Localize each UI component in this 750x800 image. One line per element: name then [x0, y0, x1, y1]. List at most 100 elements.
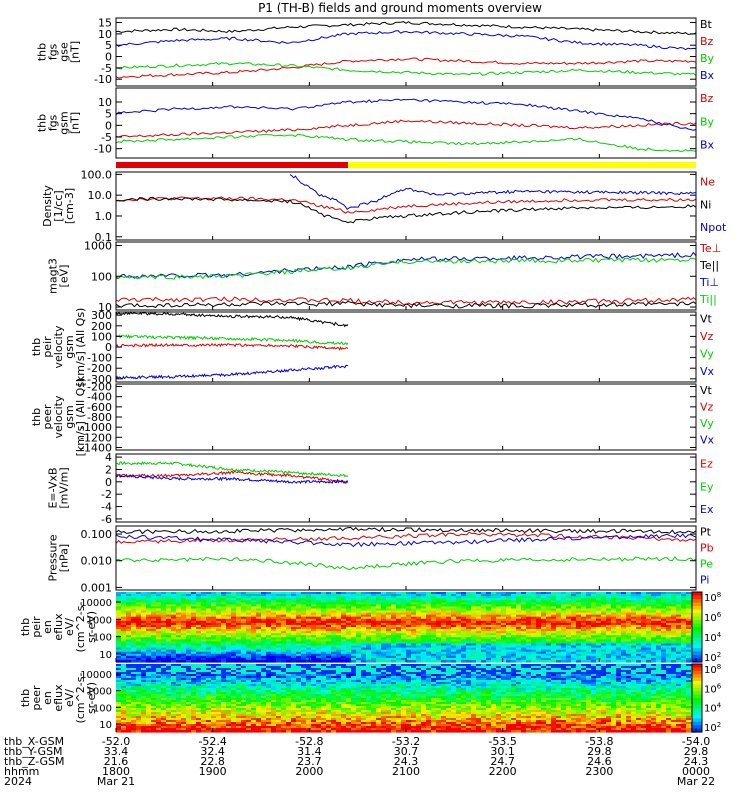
panel-fgs_gse: 151050-5-10BtBzByBxthbfgsgse[nT]: [36, 17, 715, 87]
spectrogram-cell: [491, 660, 497, 663]
spectrogram-cell: [436, 660, 442, 663]
y-axis-label-line: [cm-3]: [63, 188, 76, 224]
colorbar-cell: [692, 603, 702, 607]
legend-label: Pt: [700, 526, 712, 539]
y-axis-label: thbpeirvelocitygsm[km/s] (All Qs): [30, 308, 87, 387]
spectrogram-cell: [176, 660, 182, 663]
spectrogram-cell: [506, 660, 512, 663]
colorbar-cell: [692, 652, 702, 656]
colorbar-tick-label: 108: [704, 591, 721, 604]
legend-label: Bx: [700, 139, 715, 152]
panel-peir_eflux: 10810610410210000100010010thbpeireneflux…: [19, 591, 722, 664]
tick-exponent: 2: [717, 651, 721, 659]
mode-segment: [116, 162, 348, 168]
panel-density: 100.010.01.00.1NeNiNpotDensity[1/cc][cm-…: [41, 168, 727, 243]
colorbar-cell: [692, 596, 702, 600]
legend-label: Ti||: [699, 293, 717, 306]
spectrogram-cell: [211, 730, 217, 733]
spectrogram-cell: [581, 660, 587, 663]
legend-label: Vy: [700, 348, 714, 361]
panel-peer_velocity: -200-400-600-800-1000-1200-1400VtVzVyVxt…: [30, 378, 715, 457]
panel-fgs_gsm: 1050-5-10BzByBxthbfgsgsm[nT]: [36, 88, 715, 158]
spectrogram-cell: [321, 660, 327, 663]
spectrogram-cell: [211, 660, 217, 663]
colorbar-tick-label: 104: [704, 631, 722, 644]
colorbar-cell: [692, 610, 702, 614]
legend-label: Pi: [700, 574, 709, 587]
spectrogram-cell: [201, 660, 207, 663]
spectrogram-cell: [131, 730, 137, 733]
spectrogram-cell: [376, 660, 382, 663]
spectrogram-cell: [161, 660, 167, 663]
y-axis-label: Pressure[nPa]: [47, 534, 71, 581]
plot-bg: [116, 88, 696, 158]
legend-label: Vt: [700, 384, 713, 397]
spectrogram-cell: [346, 660, 352, 663]
spectrogram-cell: [341, 660, 347, 663]
plot-bg: [116, 384, 696, 450]
spectrogram-cell: [281, 660, 287, 663]
spectrogram-cell: [566, 660, 572, 663]
y-tick-label: 0.100: [81, 528, 113, 541]
spectrogram-cell: [621, 660, 627, 663]
spectrogram-cell: [246, 660, 252, 663]
legend-label: Vy: [700, 417, 714, 430]
spectrogram-cell: [171, 730, 177, 733]
colorbar-tick-label: 106: [704, 611, 722, 624]
y-tick-label: -4: [101, 501, 112, 514]
spectrogram-cell: [116, 730, 122, 733]
spectrogram-cell: [426, 660, 432, 663]
legend-label: Pb: [700, 542, 714, 555]
spectrogram-cell: [221, 660, 227, 663]
legend-label: By: [700, 52, 715, 65]
spectrogram-cell: [531, 660, 537, 663]
legend-label: Vx: [700, 433, 715, 446]
spectrogram-cell: [181, 730, 187, 733]
y-tick-label: 10.0: [88, 189, 113, 202]
tick-base: 10: [704, 613, 717, 624]
y-axis-label: thbpeervelocitygsm[km/s] (All Qs): [30, 378, 87, 457]
spectrogram-cell: [171, 660, 177, 663]
panel-peer_eflux: 10810610410210000100010010thbpeereneflux…: [19, 663, 722, 734]
spectrogram-cell: [546, 660, 552, 663]
y-axis-label-line: [km/s] (All Qs): [74, 378, 87, 457]
spectrogram-cell: [141, 730, 147, 733]
panel-mode_bar: [116, 162, 696, 168]
spectrogram-cell: [206, 730, 212, 733]
panel-efield: 420-2-4-6EzEyExE=-VxB[mV/m]: [47, 451, 714, 526]
y-axis-label-line: [km/s] (All Qs): [74, 308, 87, 387]
spectrogram-cell: [301, 660, 307, 663]
spectrogram-cell: [456, 660, 462, 663]
spectrogram-cell: [606, 660, 612, 663]
spectrogram-cell: [181, 660, 187, 663]
spectrogram-cell: [451, 660, 457, 663]
y-tick-label: 4: [105, 451, 112, 464]
y-tick-label: 100: [91, 270, 112, 283]
spectrogram-cell: [176, 730, 182, 733]
spectrogram-cell: [651, 660, 657, 663]
y-axis-label-line: sr-eV): [85, 611, 98, 643]
overview-figure: P1 (TH-B) fields and ground moments over…: [0, 0, 750, 800]
colorbar-cell: [692, 627, 702, 631]
y-axis-label-line: [nT]: [69, 112, 82, 134]
colorbar-cell: [692, 634, 702, 638]
spectrogram-cell: [146, 730, 152, 733]
spectrogram-cell: [431, 660, 437, 663]
spectrogram-cell: [501, 660, 507, 663]
spectrogram-cell: [276, 660, 282, 663]
panel-temperature: 100010010Te⊥Te||Ti⊥Ti||magt3[eV]: [47, 240, 722, 315]
spectrogram-cell: [351, 660, 357, 663]
legend-label: Bz: [700, 35, 714, 48]
y-axis-label: thbpeirenefluxeV/(cm^2-s-sr-eV): [19, 602, 98, 653]
colorbar-cell: [692, 624, 702, 628]
legend-label: Pe: [700, 558, 713, 571]
tick-base: 10: [704, 633, 717, 644]
spectrogram-cell: [241, 660, 247, 663]
spectrogram-cell: [541, 660, 547, 663]
spectrogram-cell: [596, 660, 602, 663]
spectrogram-cell: [196, 660, 202, 663]
tick-base: 10: [704, 653, 717, 664]
plot-bg: [116, 18, 696, 86]
spectrogram-cell: [386, 660, 392, 663]
spectrogram-cell: [251, 660, 257, 663]
